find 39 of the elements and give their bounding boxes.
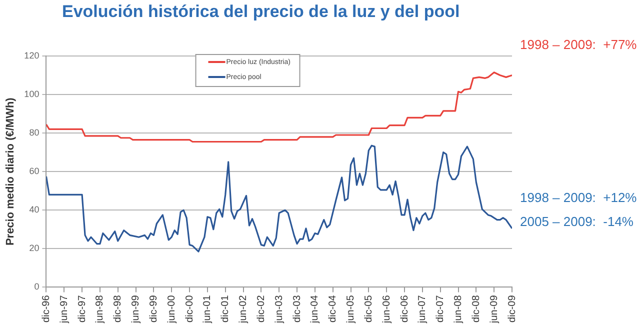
y-tick-label: 100 <box>24 89 40 100</box>
x-tick-label: dic-98 <box>112 294 124 322</box>
x-tick-label: jun-05 <box>346 294 357 324</box>
y-tick-label: 80 <box>29 128 40 138</box>
x-tick-label: dic-00 <box>184 294 196 322</box>
text: 1998 – 2009: +77% <box>520 37 637 52</box>
x-tick-label: jun-99 <box>130 294 142 324</box>
x-tick-label: dic-09 <box>506 294 518 322</box>
x-tick-label: dic-97 <box>76 294 88 322</box>
x-tick-label: dic-01 <box>220 294 232 322</box>
x-tick-label: jun-01 <box>202 294 214 324</box>
x-tick-label: dic-04 <box>328 294 339 322</box>
x-tick-label: dic-99 <box>148 294 160 322</box>
y-tick-label: 40 <box>29 204 40 215</box>
x-tick-label: dic-08 <box>470 294 482 322</box>
y-tick-label: 20 <box>29 243 40 254</box>
y-axis-title: Precio medio diario (€/MWh) <box>4 97 17 246</box>
x-tick-label: jun-04 <box>310 294 321 324</box>
x-tick-label: jun-03 <box>274 294 285 324</box>
text: 2005 – 2009: -14% <box>520 214 634 230</box>
x-tick-label: jun-97 <box>58 294 70 324</box>
x-tick-label: dic-96 <box>40 294 52 322</box>
y-tick-label: 0 <box>34 282 40 292</box>
x-tick-label: dic-05 <box>363 294 374 322</box>
x-tick-label: dic-07 <box>435 294 446 322</box>
x-tick-label: jun-06 <box>381 294 392 324</box>
x-tick-label: jun-09 <box>488 294 500 324</box>
x-tick-label: jun-07 <box>417 294 428 324</box>
x-tick-label: jun-02 <box>238 294 250 324</box>
text: 1998 – 2009: +12% <box>520 190 637 206</box>
x-tick-label: dic-03 <box>292 294 303 322</box>
x-tick-label: jun-00 <box>166 294 178 324</box>
y-tick-label: 60 <box>29 166 40 176</box>
x-tick-label: jun-08 <box>453 294 464 324</box>
x-tick-label: jun-98 <box>94 294 106 324</box>
y-tick-label: 120 <box>24 50 40 60</box>
x-tick-label: dic-06 <box>399 294 410 322</box>
chart-title: Evolución histórica del precio de la luz y del pool <box>62 2 460 22</box>
x-tick-label: dic-02 <box>256 294 267 322</box>
